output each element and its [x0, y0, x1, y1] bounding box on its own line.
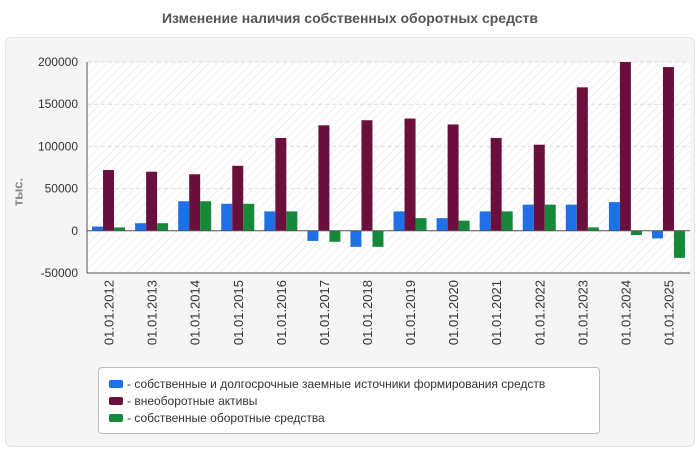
bar-2-12: [576, 87, 588, 231]
legend-label: - собственные и долгосрочные заемные ист…: [127, 376, 546, 391]
x-tick-label: 01.01.2021: [489, 280, 504, 345]
bar-1-8: [393, 211, 405, 231]
legend-swatch: [109, 379, 123, 388]
bar-1-2: [135, 223, 147, 231]
y-tick-label: 200000: [38, 55, 78, 69]
bar-2-2: [146, 171, 158, 231]
bar-2-10: [490, 137, 502, 231]
y-tick-label: 100000: [38, 139, 78, 153]
y-tick-label: 150000: [38, 97, 78, 111]
bar-3-6: [329, 230, 341, 242]
bar-3-10: [501, 211, 513, 231]
bar-3-8: [415, 218, 427, 231]
bar-1-12: [565, 204, 577, 231]
x-tick-label: 01.01.2012: [102, 280, 117, 345]
legend-label: - собственные оборотные средства: [127, 410, 325, 425]
bar-2-9: [447, 124, 459, 231]
bar-1-3: [178, 201, 190, 231]
y-axis-label-text: тыс.: [10, 177, 26, 207]
x-tick-label: 01.01.2019: [403, 280, 418, 345]
bar-1-4: [221, 203, 233, 231]
bar-3-3: [200, 201, 212, 231]
x-tick-label: 01.01.2022: [532, 280, 547, 345]
bar-3-2: [157, 223, 169, 231]
x-tick-label: 01.01.2024: [618, 280, 633, 345]
bar-2-1: [103, 170, 115, 231]
chart-title: Изменение наличия собственных оборотных …: [161, 10, 539, 26]
bar-1-5: [264, 211, 276, 231]
x-tick-label: 01.01.2016: [274, 280, 289, 345]
bar-3-4: [243, 203, 255, 231]
bar-2-3: [189, 174, 201, 231]
bar-1-6: [307, 230, 319, 241]
bar-1-1: [92, 226, 104, 231]
y-axis-label: тыс.: [8, 172, 28, 212]
bar-2-13: [619, 62, 631, 231]
bar-3-1: [114, 227, 126, 231]
bar-2-5: [275, 137, 287, 231]
legend: - собственные и долгосрочные заемные ист…: [98, 367, 600, 434]
y-tick-label: 50000: [45, 182, 79, 196]
bar-2-4: [232, 165, 244, 231]
x-tick-label: 01.01.2025: [661, 280, 676, 345]
legend-swatch: [109, 396, 123, 405]
y-tick-label: 0: [71, 224, 78, 238]
bar-3-11: [544, 204, 556, 231]
plot-background: [87, 62, 690, 273]
bar-3-12: [587, 227, 599, 231]
bar-1-13: [608, 202, 620, 231]
bar-3-14: [673, 230, 685, 258]
bar-1-10: [479, 211, 491, 231]
bar-2-7: [361, 120, 373, 231]
bar-3-5: [286, 211, 298, 231]
bar-2-11: [533, 144, 545, 231]
legend-item-1: - собственные и долгосрочные заемные ист…: [109, 375, 589, 392]
x-tick-label: 01.01.2014: [188, 280, 203, 345]
bar-1-11: [522, 204, 534, 231]
bar-2-6: [318, 125, 330, 231]
bar-1-9: [436, 218, 448, 231]
bar-3-13: [630, 230, 642, 236]
legend-swatch: [109, 413, 123, 422]
bar-1-7: [350, 230, 362, 247]
y-tick-label: -50000: [41, 266, 79, 280]
bar-3-9: [458, 220, 470, 231]
bar-1-14: [651, 230, 663, 239]
x-tick-label: 01.01.2018: [360, 280, 375, 345]
x-tick-label: 01.01.2023: [575, 280, 590, 345]
bar-3-7: [372, 230, 384, 247]
x-tick-label: 01.01.2020: [446, 280, 461, 345]
bar-2-14: [662, 67, 674, 231]
bar-2-8: [404, 118, 416, 231]
legend-label: - внеоборотные активы: [127, 393, 258, 408]
legend-item-3: - собственные оборотные средства: [109, 409, 589, 426]
legend-item-2: - внеоборотные активы: [109, 392, 589, 409]
x-tick-label: 01.01.2015: [231, 280, 246, 345]
x-tick-label: 01.01.2013: [145, 280, 160, 345]
x-tick-label: 01.01.2017: [317, 280, 332, 345]
